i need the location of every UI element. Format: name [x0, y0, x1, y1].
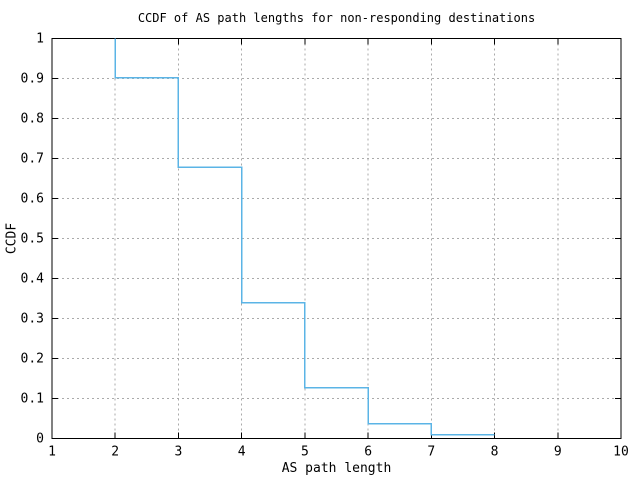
x-tick-label: 2	[111, 445, 119, 460]
x-tick-label: 4	[238, 445, 246, 460]
y-tick-label: 0.3	[21, 312, 44, 327]
y-tick-label: 0	[36, 432, 44, 447]
chart-title: CCDF of AS path lengths for non-respondi…	[137, 11, 536, 25]
x-tick-label: 6	[364, 445, 372, 460]
x-tick-label: 9	[554, 445, 562, 460]
y-tick-label: 1	[36, 32, 44, 47]
y-tick-label: 0.8	[21, 112, 44, 127]
y-tick-label: 0.1	[21, 392, 44, 407]
y-tick-label: 0.4	[21, 272, 45, 287]
x-tick-label: 3	[175, 445, 183, 460]
x-tick-label: 5	[301, 445, 309, 460]
x-axis-label: AS path length	[281, 461, 392, 476]
y-tick-label: 0.6	[21, 192, 44, 207]
y-tick-label: 0.7	[21, 152, 44, 167]
ccdf-step-line	[114, 38, 495, 436]
x-tick-label: 8	[491, 445, 499, 460]
x-tick-label: 7	[427, 445, 435, 460]
y-tick-label: 0.2	[21, 352, 44, 367]
y-tick-label: 0.9	[21, 72, 44, 87]
x-tick-label: 10	[613, 445, 629, 460]
y-tick-label: 0.5	[21, 232, 44, 247]
x-tick-label: 1	[48, 445, 56, 460]
